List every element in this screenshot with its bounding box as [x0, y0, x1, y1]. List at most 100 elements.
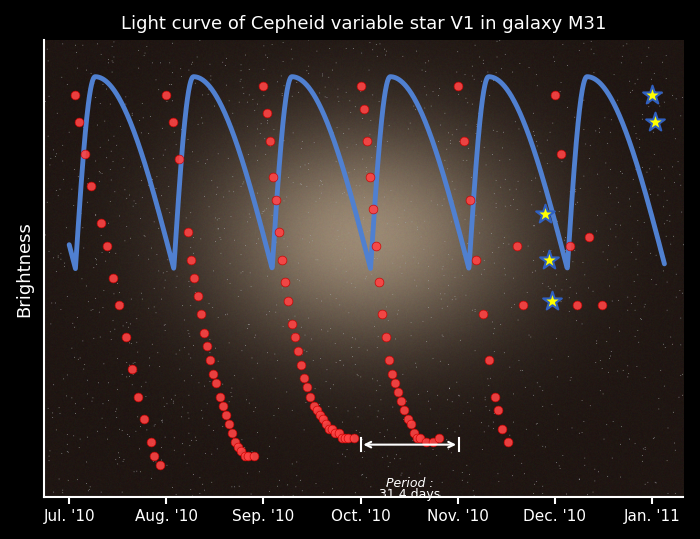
- Point: [596, 301, 608, 309]
- Text: 31.4 days: 31.4 days: [379, 488, 440, 501]
- Point: [198, 328, 209, 337]
- Point: [458, 136, 470, 145]
- Point: [173, 155, 184, 163]
- Point: [314, 411, 326, 419]
- Point: [361, 136, 372, 145]
- Point: [489, 392, 500, 401]
- Point: [95, 219, 106, 227]
- Point: [286, 319, 297, 328]
- Point: [295, 361, 307, 369]
- Point: [484, 356, 495, 364]
- Point: [270, 196, 281, 204]
- Point: [267, 173, 279, 182]
- Point: [264, 136, 275, 145]
- Point: [148, 452, 160, 460]
- Point: [402, 415, 413, 424]
- Point: [546, 296, 557, 305]
- Point: [195, 310, 206, 319]
- Point: [208, 369, 219, 378]
- Point: [261, 109, 272, 118]
- Point: [139, 415, 150, 424]
- Point: [543, 255, 554, 264]
- Point: [512, 241, 523, 250]
- Point: [342, 433, 354, 442]
- Point: [214, 392, 225, 401]
- Point: [211, 378, 222, 387]
- Point: [433, 433, 444, 442]
- Point: [192, 292, 203, 300]
- Point: [239, 452, 250, 460]
- Point: [377, 310, 388, 319]
- Point: [302, 383, 313, 392]
- Point: [336, 433, 347, 442]
- Point: [227, 429, 238, 438]
- Point: [327, 424, 338, 433]
- Point: [340, 433, 351, 442]
- Point: [280, 278, 291, 287]
- Point: [496, 424, 507, 433]
- Point: [283, 296, 294, 305]
- Point: [232, 443, 244, 451]
- Point: [364, 173, 375, 182]
- Point: [421, 438, 432, 447]
- Point: [155, 461, 166, 469]
- Point: [126, 365, 137, 374]
- Point: [304, 392, 316, 401]
- Point: [236, 447, 247, 456]
- Point: [374, 278, 385, 287]
- Point: [102, 241, 113, 250]
- Point: [465, 196, 476, 204]
- Point: [386, 369, 398, 378]
- Point: [399, 406, 410, 414]
- Point: [493, 406, 504, 414]
- Point: [389, 378, 400, 387]
- Point: [395, 397, 407, 405]
- Point: [383, 356, 394, 364]
- Point: [308, 402, 319, 410]
- Point: [107, 273, 118, 282]
- Point: [355, 81, 366, 90]
- Point: [452, 81, 463, 90]
- Point: [274, 228, 285, 237]
- Text: Period :: Period :: [386, 476, 433, 489]
- Point: [204, 356, 216, 364]
- Point: [317, 415, 328, 424]
- Point: [646, 91, 657, 99]
- Point: [161, 91, 172, 99]
- Point: [311, 406, 322, 414]
- Point: [202, 342, 213, 351]
- Point: [540, 210, 551, 218]
- Point: [427, 438, 438, 447]
- Point: [183, 228, 194, 237]
- Point: [408, 429, 419, 438]
- Point: [248, 452, 260, 460]
- Point: [368, 205, 379, 213]
- Point: [189, 273, 200, 282]
- Point: [120, 333, 131, 342]
- Point: [405, 420, 416, 429]
- Point: [258, 81, 269, 90]
- Point: [333, 429, 344, 438]
- Point: [242, 452, 253, 460]
- Point: [518, 301, 529, 309]
- Title: Light curve of Cepheid variable star V1 in galaxy M31: Light curve of Cepheid variable star V1 …: [121, 15, 606, 33]
- Point: [584, 232, 595, 241]
- Point: [217, 402, 228, 410]
- Point: [167, 118, 178, 127]
- Point: [230, 438, 241, 447]
- Point: [293, 347, 304, 355]
- Point: [550, 91, 561, 99]
- Point: [502, 438, 513, 447]
- Point: [349, 433, 360, 442]
- Point: [412, 433, 423, 442]
- Point: [370, 241, 382, 250]
- Point: [276, 255, 288, 264]
- Point: [145, 438, 156, 447]
- Point: [555, 150, 566, 158]
- Point: [223, 420, 235, 429]
- Point: [565, 241, 576, 250]
- Point: [650, 118, 661, 127]
- Point: [323, 424, 335, 433]
- Point: [220, 411, 232, 419]
- Point: [298, 374, 309, 383]
